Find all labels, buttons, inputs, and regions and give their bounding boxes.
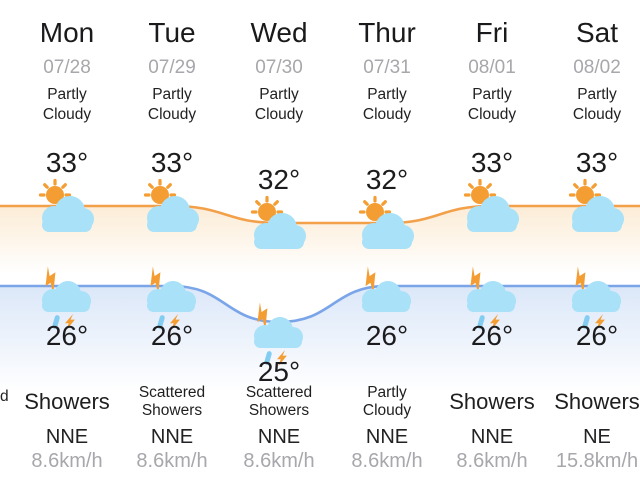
- day-condition: Partly Cloudy: [572, 86, 622, 123]
- day-column-sat[interactable]: Sat 08/02 Partly Cloudy 33° 26° Showers …: [544, 0, 640, 498]
- partly-sunny-icon: [358, 195, 416, 251]
- wind-direction: NNE: [150, 426, 194, 448]
- wind-direction: NNE: [365, 426, 409, 448]
- day-column-wed[interactable]: Wed 07/30 Partly Cloudy 32° 25° Scattere…: [226, 0, 332, 498]
- wind-direction: NNE: [470, 426, 514, 448]
- wind-speed: 8.6km/h: [456, 450, 528, 472]
- low-temp-value: 25°: [257, 356, 301, 387]
- night-condition: Scattered Showers: [138, 384, 206, 419]
- partly-sunny-icon: [250, 195, 308, 251]
- day-name: Wed: [250, 17, 308, 48]
- wind-direction: NNE: [257, 426, 301, 448]
- high-temp-value: 32°: [257, 164, 301, 195]
- partly-sunny-icon: [143, 178, 201, 234]
- wind-speed: 15.8km/h: [555, 450, 639, 472]
- day-condition: Partly Cloudy: [254, 86, 304, 123]
- day-name: Sat: [575, 17, 619, 48]
- high-temp-value: 33°: [470, 147, 514, 178]
- high-temp-value: 33°: [575, 147, 619, 178]
- low-temp-value: 26°: [45, 320, 89, 351]
- day-name: Fri: [475, 17, 509, 48]
- wind-direction: NE: [583, 426, 611, 448]
- day-condition: Partly Cloudy: [147, 86, 197, 123]
- day-date: 08/02: [573, 57, 621, 78]
- day-column-mon[interactable]: Mon 07/28 Partly Cloudy 33° 26° Showers …: [14, 0, 120, 498]
- wind-speed: 8.6km/h: [136, 450, 208, 472]
- day-column-fri[interactable]: Fri 08/01 Partly Cloudy 33° 26° Showers …: [439, 0, 545, 498]
- day-name: Thur: [358, 17, 416, 48]
- low-temp-line: [0, 284, 640, 324]
- wind-speed: 8.6km/h: [31, 450, 103, 472]
- wind-speed: 8.6km/h: [351, 450, 423, 472]
- partly-sunny-icon: [463, 178, 521, 234]
- day-date: 07/28: [43, 57, 91, 78]
- night-condition: Showers: [554, 389, 640, 415]
- low-temp-area: [0, 285, 640, 392]
- day-name: Tue: [148, 17, 196, 48]
- partly-sunny-icon: [568, 178, 626, 234]
- day-condition: Partly Cloudy: [42, 86, 92, 123]
- high-temp-value: 33°: [45, 147, 89, 178]
- day-date: 08/01: [468, 57, 516, 78]
- high-temp-line: [0, 204, 640, 225]
- night-condition: Showers: [24, 389, 110, 415]
- day-column-thur[interactable]: Thur 07/31 Partly Cloudy 32° 26° Partly …: [334, 0, 440, 498]
- low-temp-value: 26°: [365, 320, 409, 351]
- day-date: 07/30: [255, 57, 303, 78]
- day-name: Mon: [39, 17, 95, 48]
- wind-speed: 8.6km/h: [243, 450, 315, 472]
- wind-direction: NNE: [45, 426, 89, 448]
- partly-sunny-icon: [38, 178, 96, 234]
- night-condition: Showers: [449, 389, 535, 415]
- clipped-previous-column-text: d: [0, 388, 9, 405]
- low-temp-value: 26°: [470, 320, 514, 351]
- day-condition: Partly Cloudy: [362, 86, 412, 123]
- day-condition: Partly Cloudy: [467, 86, 517, 123]
- day-date: 07/31: [363, 57, 411, 78]
- night-condition: Partly Cloudy: [362, 384, 412, 419]
- day-date: 07/29: [148, 57, 196, 78]
- day-column-tue[interactable]: Tue 07/29 Partly Cloudy 33° 26° Scattere…: [119, 0, 225, 498]
- low-temp-value: 26°: [150, 320, 194, 351]
- low-temp-value: 26°: [575, 320, 619, 351]
- high-temp-value: 33°: [150, 147, 194, 178]
- night-condition: Scattered Showers: [245, 384, 313, 419]
- high-temp-value: 32°: [365, 164, 409, 195]
